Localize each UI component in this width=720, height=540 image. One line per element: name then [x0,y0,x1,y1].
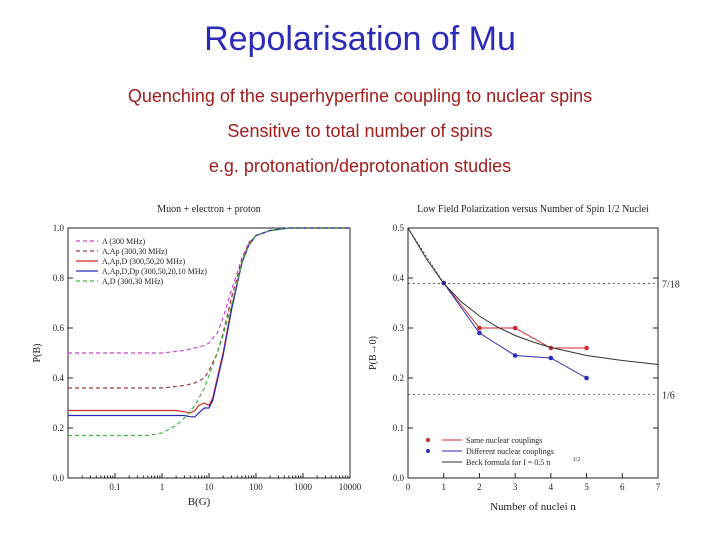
x-tick-label: 0 [406,482,411,492]
x-tick-label: 2 [477,482,482,492]
bullet-line-3: e.g. protonation/deprotonation studies [208,156,512,176]
bullet-line-2: Sensitive to total number of spins [227,121,493,141]
y-tick-label: 0.2 [53,423,64,433]
legend-label-2: Different nuclear couplings [466,447,554,456]
series-line-2 [443,282,587,379]
series-line-5 [68,227,350,437]
y-tick-label: 0.8 [53,273,65,283]
y-tick-label: 0.4 [53,373,65,383]
x-tick-label: 10000 [339,482,362,492]
legend-label-4: A,Ap,D,Dp (300,50,20,10 MHz) [102,267,207,276]
beck-initial-segment [407,227,445,284]
x-tick-label: 1 [441,482,446,492]
y-tick-label: 0.5 [393,223,405,233]
legend-marker-1 [426,438,430,442]
data-point [584,345,589,351]
legend-label-1: Same nuclear couplings [466,436,542,445]
reference-label-1: 7/18 [662,280,680,291]
x-tick-label: 100 [249,482,263,492]
chart-right-title: Low Field Polarization versus Number of … [417,204,649,215]
bullet-line-1: Quenching of the superhyperfine coupling… [127,86,593,106]
chart-right-frame [407,227,659,479]
legend-label-3: A,Ap,D (300,50,20 MHz) [102,257,185,266]
x-tick-label: 3 [513,482,518,492]
legend-label-3: Beck formula for I = 0.5 n [466,458,550,467]
x-tick-label: 0.1 [109,482,120,492]
x-axis-label: B(G) [188,496,211,508]
data-point [512,325,518,331]
legend-label-superscript: 1/2 [573,457,581,463]
legend-label-5: A,D (300,30 MHz) [102,277,164,286]
x-tick-label: 7 [656,482,661,492]
y-tick-label: 0.3 [393,323,405,333]
slide-title: Repolarisation of Mu [204,20,516,58]
x-tick-label: 1 [160,482,165,492]
data-point [477,325,482,331]
data-point [512,353,518,358]
series-line-1 [443,282,587,349]
y-tick-label: 0.6 [53,323,65,333]
x-tick-label: 10 [205,482,215,492]
y-tick-label: 0.0 [53,473,65,483]
chart-left-title: Muon + electron + proton [157,204,260,215]
x-tick-label: 5 [584,482,589,492]
legend-marker-2 [426,449,430,453]
data-point [548,355,554,361]
y-tick-label: 0.2 [393,373,404,383]
y-axis-label: P(B→0) [368,336,379,370]
y-tick-label: 1.0 [53,223,65,233]
x-tick-label: 4 [549,482,554,492]
x-tick-label: 1000 [294,482,313,492]
y-axis-label: P(B) [32,344,43,363]
x-axis-label: Number of nuclei n [490,501,576,513]
data-point [477,330,482,336]
data-point [584,375,589,381]
y-tick-label: 0.0 [393,473,405,483]
reference-label-2: 1/6 [662,391,675,402]
x-tick-label: 6 [620,482,625,492]
series-line-3 [407,227,659,365]
y-tick-label: 0.4 [393,273,405,283]
y-tick-label: 0.1 [393,423,404,433]
legend-label-2: A,Ap (300,30 MHz) [102,247,168,256]
legend-label-1: A (300 MHz) [102,237,145,246]
